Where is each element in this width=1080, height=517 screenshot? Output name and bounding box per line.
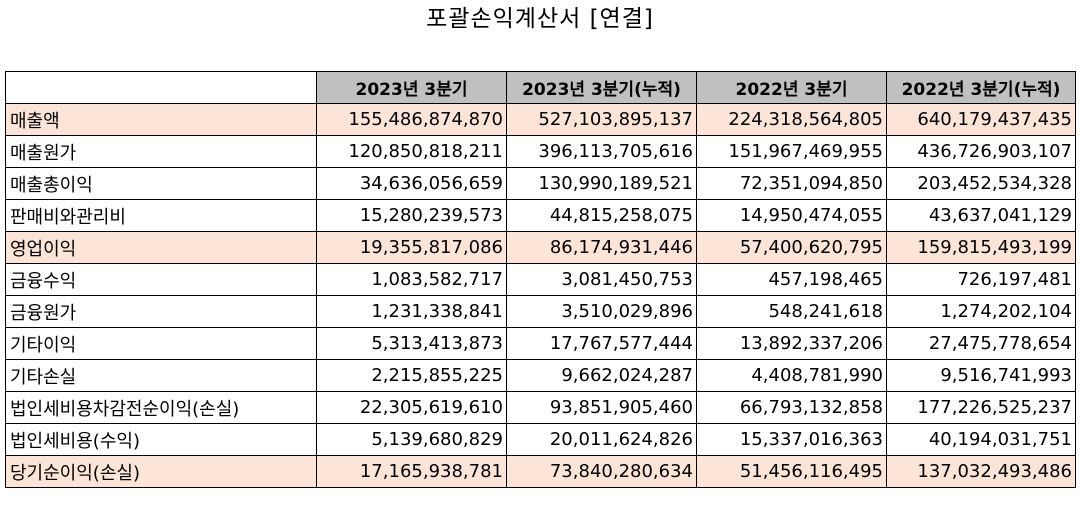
value-cell: 13,892,337,206 bbox=[696, 327, 887, 360]
table-body: 매출액 155,486,874,870 527,103,895,137 224,318… bbox=[5, 103, 1076, 488]
row-label: 영업이익 bbox=[5, 231, 317, 264]
value-cell: 19,355,817,086 bbox=[316, 231, 507, 264]
value-cell: 1,083,582,717 bbox=[316, 263, 507, 296]
value-cell: 640,179,437,435 bbox=[886, 103, 1076, 136]
value-cell: 73,840,280,634 bbox=[506, 455, 697, 488]
value-cell: 548,241,618 bbox=[696, 295, 887, 328]
value-cell: 51,456,116,495 bbox=[696, 455, 887, 488]
table-row: 기타손실 2,215,855,225 9,662,024,287 4,408,781,… bbox=[5, 359, 1076, 392]
value-cell: 40,194,031,751 bbox=[886, 423, 1076, 456]
value-cell: 17,165,938,781 bbox=[316, 455, 507, 488]
table-row: 기타이익 5,313,413,873 17,767,577,444 13,892,33… bbox=[5, 327, 1076, 360]
value-cell: 22,305,619,610 bbox=[316, 391, 507, 424]
row-label: 기타손실 bbox=[5, 359, 317, 392]
value-cell: 1,274,202,104 bbox=[886, 295, 1076, 328]
table-row: 법인세비용차감전순이익(손실) 22,305,619,610 93,851,905,… bbox=[5, 391, 1076, 424]
table-row: 법인세비용(수익) 5,139,680,829 20,011,624,826 15,3… bbox=[5, 423, 1076, 456]
value-cell: 177,226,525,237 bbox=[886, 391, 1076, 424]
table-row: 당기순이익(손실) 17,165,938,781 73,840,280,634 51,… bbox=[5, 455, 1076, 488]
column-header: 2022년 3분기 bbox=[696, 71, 887, 104]
row-label: 금융원가 bbox=[5, 295, 317, 328]
value-cell: 72,351,094,850 bbox=[696, 167, 887, 200]
value-cell: 203,452,534,328 bbox=[886, 167, 1076, 200]
row-label: 당기순이익(손실) bbox=[5, 455, 317, 488]
table-row: 매출액 155,486,874,870 527,103,895,137 224,318… bbox=[5, 103, 1076, 136]
value-cell: 224,318,564,805 bbox=[696, 103, 887, 136]
row-label: 매출액 bbox=[5, 103, 317, 136]
value-cell: 5,313,413,873 bbox=[316, 327, 507, 360]
page-title: 포괄손익계산서 [연결] bbox=[426, 6, 654, 32]
value-cell: 14,950,474,055 bbox=[696, 199, 887, 232]
row-label: 매출원가 bbox=[5, 135, 317, 168]
table-row: 금융수익 1,083,582,717 3,081,450,753 457,198,46… bbox=[5, 263, 1076, 296]
value-cell: 57,400,620,795 bbox=[696, 231, 887, 264]
value-cell: 1,231,338,841 bbox=[316, 295, 507, 328]
column-header: 2022년 3분기(누적) bbox=[886, 71, 1076, 104]
value-cell: 396,113,705,616 bbox=[506, 135, 697, 168]
value-cell: 15,280,239,573 bbox=[316, 199, 507, 232]
value-cell: 151,967,469,955 bbox=[696, 135, 887, 168]
value-cell: 93,851,905,460 bbox=[506, 391, 697, 424]
value-cell: 4,408,781,990 bbox=[696, 359, 887, 392]
table-header-row: 2023년 3분기 2023년 3분기(누적) 2022년 3분기 2022년 … bbox=[5, 71, 1076, 104]
value-cell: 86,174,931,446 bbox=[506, 231, 697, 264]
value-cell: 34,636,056,659 bbox=[316, 167, 507, 200]
row-label: 금융수익 bbox=[5, 263, 317, 296]
value-cell: 120,850,818,211 bbox=[316, 135, 507, 168]
value-cell: 43,637,041,129 bbox=[886, 199, 1076, 232]
value-cell: 9,516,741,993 bbox=[886, 359, 1076, 392]
row-label: 법인세비용(수익) bbox=[5, 423, 317, 456]
value-cell: 20,011,624,826 bbox=[506, 423, 697, 456]
value-cell: 527,103,895,137 bbox=[506, 103, 697, 136]
value-cell: 15,337,016,363 bbox=[696, 423, 887, 456]
value-cell: 3,510,029,896 bbox=[506, 295, 697, 328]
value-cell: 3,081,450,753 bbox=[506, 263, 697, 296]
value-cell: 137,032,493,486 bbox=[886, 455, 1076, 488]
row-label: 매출총이익 bbox=[5, 167, 317, 200]
table-row: 영업이익 19,355,817,086 86,174,931,446 57,400,6… bbox=[5, 231, 1076, 264]
table-row: 판매비와관리비 15,280,239,573 44,815,258,075 14,95… bbox=[5, 199, 1076, 232]
row-label: 기타이익 bbox=[5, 327, 317, 360]
value-cell: 155,486,874,870 bbox=[316, 103, 507, 136]
value-cell: 9,662,024,287 bbox=[506, 359, 697, 392]
row-label: 법인세비용차감전순이익(손실) bbox=[5, 391, 317, 424]
table-row: 매출원가 120,850,818,211 396,113,705,616 151,96… bbox=[5, 135, 1076, 168]
header-corner-cell bbox=[5, 71, 317, 104]
income-statement-table: 2023년 3분기 2023년 3분기(누적) 2022년 3분기 2022년 … bbox=[5, 71, 1076, 488]
column-header: 2023년 3분기 bbox=[316, 71, 507, 104]
value-cell: 27,475,778,654 bbox=[886, 327, 1076, 360]
value-cell: 159,815,493,199 bbox=[886, 231, 1076, 264]
value-cell: 130,990,189,521 bbox=[506, 167, 697, 200]
value-cell: 44,815,258,075 bbox=[506, 199, 697, 232]
value-cell: 726,197,481 bbox=[886, 263, 1076, 296]
table-row: 매출총이익 34,636,056,659 130,990,189,521 72,351… bbox=[5, 167, 1076, 200]
value-cell: 17,767,577,444 bbox=[506, 327, 697, 360]
column-header: 2023년 3분기(누적) bbox=[506, 71, 697, 104]
value-cell: 2,215,855,225 bbox=[316, 359, 507, 392]
value-cell: 66,793,132,858 bbox=[696, 391, 887, 424]
value-cell: 457,198,465 bbox=[696, 263, 887, 296]
value-cell: 436,726,903,107 bbox=[886, 135, 1076, 168]
table-row: 금융원가 1,231,338,841 3,510,029,896 548,241,61… bbox=[5, 295, 1076, 328]
value-cell: 5,139,680,829 bbox=[316, 423, 507, 456]
row-label: 판매비와관리비 bbox=[5, 199, 317, 232]
